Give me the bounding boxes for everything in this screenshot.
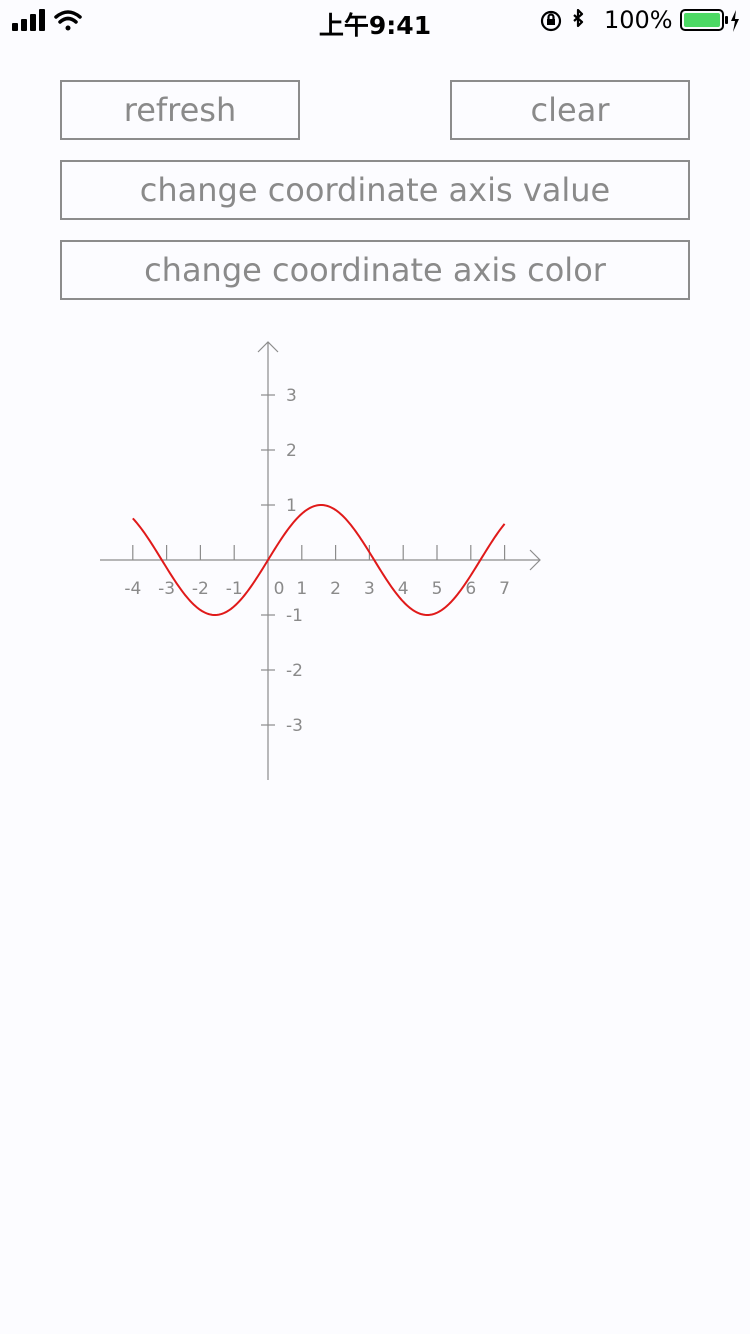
change-axis-color-button[interactable]: change coordinate axis color (60, 240, 690, 300)
data-point (335, 509, 337, 511)
x-tick-label: 2 (330, 579, 341, 599)
data-point (149, 540, 151, 542)
data-point (419, 613, 421, 615)
data-point (504, 523, 506, 525)
y-tick-label: 3 (286, 386, 297, 406)
data-point (436, 612, 438, 614)
data-point (267, 559, 269, 561)
y-tick-label: -3 (286, 716, 303, 736)
clear-button[interactable]: clear (450, 80, 690, 140)
data-point (200, 609, 202, 611)
data-point (250, 586, 252, 588)
status-right: 100% (540, 6, 740, 34)
change-axis-value-button[interactable]: change coordinate axis value (60, 160, 690, 220)
data-point (284, 533, 286, 535)
x-tick-label: 0 (274, 579, 285, 599)
status-time: 上午9:41 (318, 11, 432, 40)
status-left (12, 9, 92, 38)
data-point (453, 598, 455, 600)
status-bar: 上午9:41 100% (0, 0, 750, 40)
x-tick-label: 3 (364, 579, 375, 599)
y-tick-label: 1 (286, 496, 297, 516)
charging-icon (731, 10, 739, 32)
data-point (318, 504, 320, 506)
wifi-icon (54, 10, 82, 31)
x-tick-label: 5 (432, 579, 443, 599)
series-line (132, 504, 506, 617)
data-point (352, 526, 354, 528)
data-point (301, 513, 303, 515)
battery-icon (680, 9, 728, 31)
x-tick-label: -1 (226, 579, 243, 599)
signal-icon (12, 9, 45, 31)
x-tick-label: -4 (124, 579, 141, 599)
data-point (217, 614, 219, 616)
x-axis-arrow (529, 549, 541, 571)
chart-area: -4 -3 -2 -1 0 1 2 3 4 5 6 7 3 2 1 -1 -2 -3 (0, 330, 750, 790)
data-point (470, 575, 472, 577)
refresh-button[interactable]: refresh (60, 80, 300, 140)
bluetooth-icon (573, 9, 584, 28)
data-point (386, 579, 388, 581)
x-tick-label: 6 (465, 579, 476, 599)
y-axis-arrow (257, 341, 279, 353)
y-tick-label: -1 (286, 606, 303, 626)
x-tick-label: 1 (296, 579, 307, 599)
y-tick-label: -2 (286, 661, 303, 681)
data-point (183, 592, 185, 594)
data-point (233, 605, 235, 607)
data-point (166, 567, 168, 569)
data-point (369, 551, 371, 553)
x-tick-label: 4 (398, 579, 409, 599)
orientation-lock-icon (540, 10, 562, 32)
data-point (402, 601, 404, 603)
x-tick-label: 7 (499, 579, 510, 599)
x-tick-label: -3 (158, 579, 175, 599)
data-point (132, 518, 134, 520)
data-point (487, 547, 489, 549)
y-tick-label: 2 (286, 441, 297, 461)
battery-percent: 100% (604, 6, 673, 34)
x-tick-label: -2 (192, 579, 209, 599)
